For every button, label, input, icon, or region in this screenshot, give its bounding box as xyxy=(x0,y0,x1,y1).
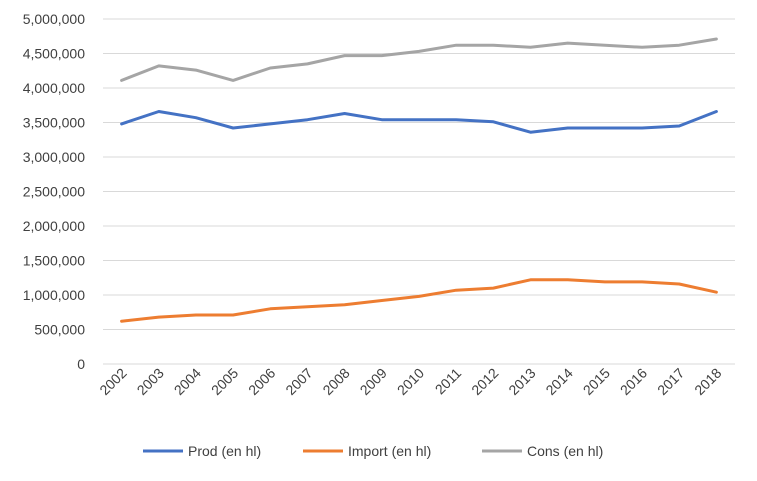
x-tick-label: 2017 xyxy=(654,365,687,398)
series-line-0 xyxy=(120,110,718,134)
x-tick-label: 2015 xyxy=(580,365,613,398)
y-tick-label: 4,000,000 xyxy=(23,80,85,96)
gridlines xyxy=(103,18,735,365)
x-tick-label: 2018 xyxy=(691,365,724,398)
x-tick-label: 2010 xyxy=(394,365,427,398)
legend: Prod (en hl) Import (en hl) Cons (en hl) xyxy=(143,443,603,459)
y-tick-label: 4,500,000 xyxy=(23,46,85,62)
x-tick-label: 2011 xyxy=(432,365,465,398)
legend-item-2: Cons (en hl) xyxy=(482,443,603,459)
x-tick-label: 2004 xyxy=(171,365,204,398)
y-tick-label: 500,000 xyxy=(34,322,85,338)
legend-label: Cons (en hl) xyxy=(527,443,603,459)
y-tick-label: 2,000,000 xyxy=(23,218,85,234)
series-line-1 xyxy=(120,278,718,323)
legend-item-0: Prod (en hl) xyxy=(143,443,261,459)
x-tick-label: 2007 xyxy=(282,365,315,398)
x-tick-label: 2006 xyxy=(245,365,278,398)
y-tick-label: 1,000,000 xyxy=(23,287,85,303)
legend-label: Prod (en hl) xyxy=(188,443,261,459)
series-line-2 xyxy=(120,37,718,82)
x-axis-tick-labels: 2002 2003 2004 2005 2006 2007 2008 2009 2010 2011… xyxy=(96,365,724,398)
legend-label: Import (en hl) xyxy=(348,443,431,459)
y-tick-label: 1,500,000 xyxy=(23,253,85,269)
x-tick-label: 2013 xyxy=(505,365,538,398)
x-tick-label: 2016 xyxy=(617,365,650,398)
legend-item-1: Import (en hl) xyxy=(303,443,431,459)
y-tick-label: 0 xyxy=(77,356,85,372)
x-tick-label: 2002 xyxy=(96,365,129,398)
y-tick-label: 2,500,000 xyxy=(23,184,85,200)
x-tick-label: 2003 xyxy=(134,365,167,398)
y-tick-label: 5,000,000 xyxy=(23,11,85,27)
x-tick-label: 2005 xyxy=(208,365,241,398)
y-tick-label: 3,000,000 xyxy=(23,149,85,165)
x-tick-label: 2008 xyxy=(319,365,352,398)
x-tick-label: 2009 xyxy=(357,365,390,398)
y-tick-label: 3,500,000 xyxy=(23,115,85,131)
y-axis-tick-labels: 0 500,000 1,000,000 1,500,000 2,000,000 2,500… xyxy=(23,11,86,372)
x-tick-label: 2014 xyxy=(542,365,575,398)
series-lines xyxy=(120,37,718,323)
x-tick-label: 2012 xyxy=(468,365,501,398)
